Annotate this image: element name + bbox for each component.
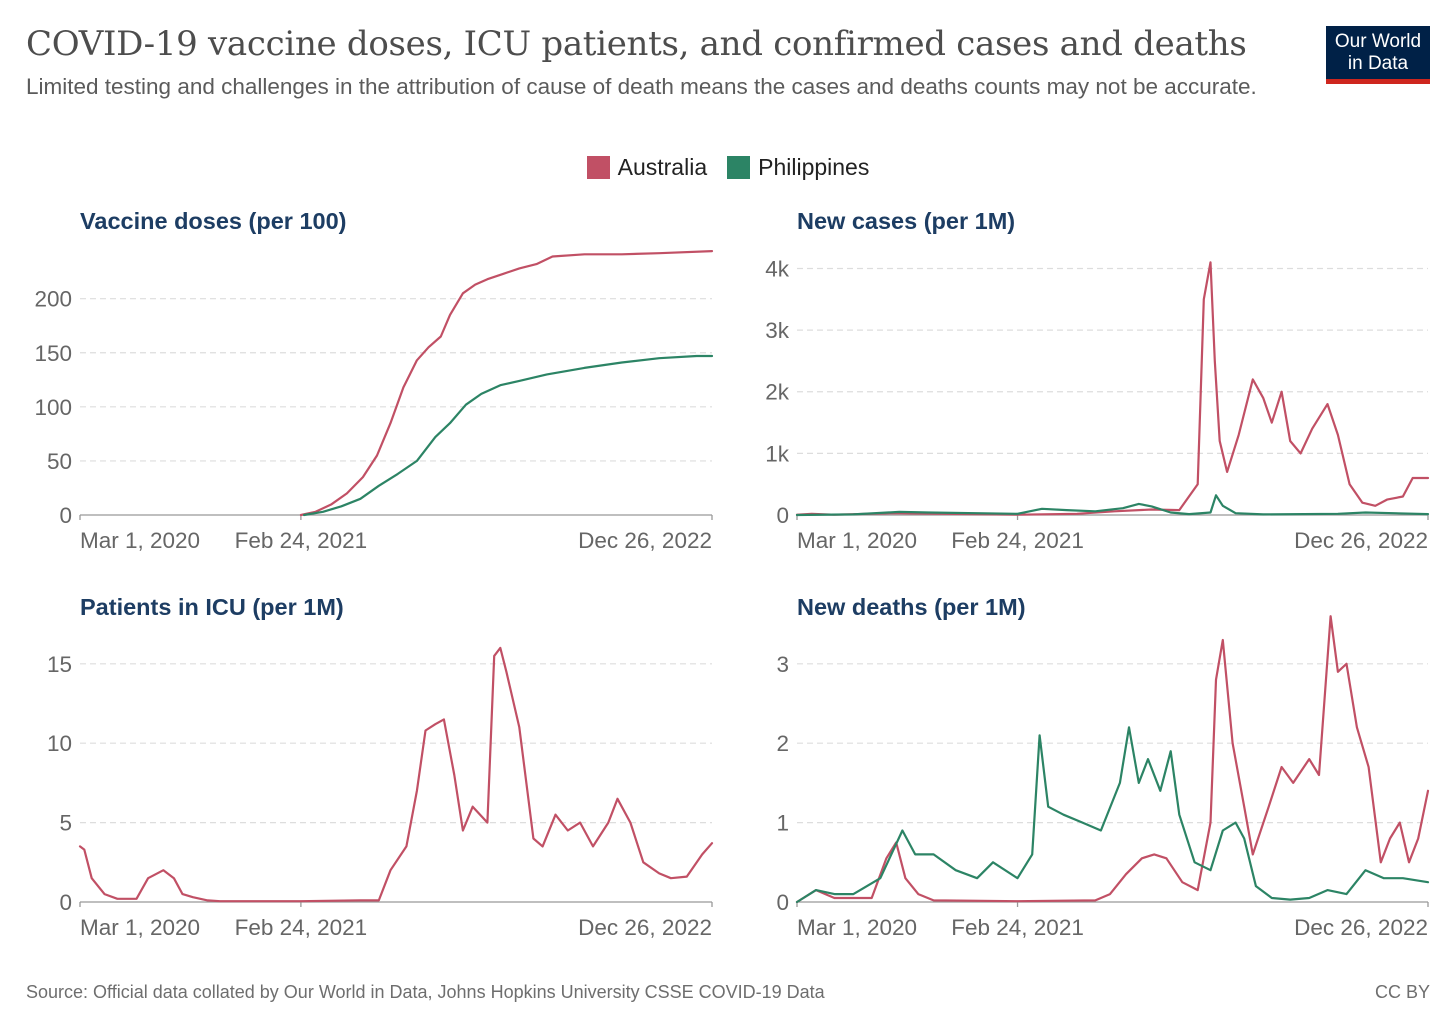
- license-label: CC BY: [1374, 982, 1430, 1002]
- x-tick-label-icu-patients: Mar 1, 2020: [80, 915, 200, 940]
- y-tick-label-new-cases: 3k: [765, 318, 790, 343]
- y-tick-label-new-deaths: 3: [776, 652, 789, 677]
- x-tick-label-vaccine-doses: Dec 26, 2022: [578, 528, 712, 553]
- x-tick-label-new-deaths: Feb 24, 2021: [951, 915, 1084, 940]
- y-tick-label-new-deaths: 2: [776, 731, 789, 756]
- panel-title-new-cases: New cases (per 1M): [797, 208, 1016, 234]
- y-tick-label-vaccine-doses: 200: [34, 287, 72, 312]
- x-tick-label-icu-patients: Dec 26, 2022: [578, 915, 712, 940]
- series-line-australia-icu-patients: [78, 646, 714, 903]
- legend: Australia Philippines: [0, 154, 1456, 181]
- y-tick-label-vaccine-doses: 50: [47, 449, 72, 474]
- series-line-australia-vaccine-doses: [299, 250, 714, 517]
- x-tick-label-new-cases: Dec 26, 2022: [1294, 528, 1428, 553]
- source-note: Source: Official data collated by Our Wo…: [26, 982, 825, 1002]
- chart-subtitle: Limited testing and challenges in the at…: [26, 74, 1257, 99]
- y-tick-label-vaccine-doses: 0: [59, 503, 72, 528]
- x-tick-label-new-deaths: Mar 1, 2020: [797, 915, 917, 940]
- y-tick-label-icu-patients: 10: [47, 731, 72, 756]
- y-tick-label-vaccine-doses: 100: [34, 395, 72, 420]
- x-tick-label-new-deaths: Dec 26, 2022: [1294, 915, 1428, 940]
- y-tick-label-icu-patients: 0: [59, 890, 72, 915]
- legend-label-australia: Australia: [617, 154, 708, 180]
- y-tick-label-new-cases: 0: [776, 503, 789, 528]
- logo-line-2: in Data: [1347, 53, 1409, 74]
- x-tick-label-new-cases: Feb 24, 2021: [951, 528, 1084, 553]
- x-tick-label-vaccine-doses: Mar 1, 2020: [80, 528, 200, 553]
- legend-label-philippines: Philippines: [758, 154, 870, 180]
- y-tick-label-new-deaths: 0: [776, 890, 789, 915]
- owid-logo[interactable]: Our World in Data: [1326, 26, 1430, 84]
- y-tick-label-new-cases: 4k: [765, 256, 790, 281]
- series-line-australia-new-deaths: [795, 615, 1430, 904]
- y-tick-label-new-cases: 1k: [765, 441, 790, 466]
- y-tick-label-icu-patients: 15: [47, 652, 72, 677]
- series-line-australia-new-cases: [795, 261, 1430, 516]
- panel-title-new-deaths: New deaths (per 1M): [797, 594, 1026, 620]
- x-tick-label-icu-patients: Feb 24, 2021: [235, 915, 368, 940]
- y-tick-label-icu-patients: 5: [59, 811, 72, 836]
- x-tick-label-vaccine-doses: Feb 24, 2021: [235, 528, 368, 553]
- series-line-philippines-new-cases: [795, 494, 1430, 517]
- series-line-philippines-vaccine-doses: [302, 354, 714, 517]
- panel-title-vaccine-doses: Vaccine doses (per 100): [80, 208, 347, 234]
- y-tick-label-new-deaths: 1: [776, 811, 789, 836]
- logo-line-1: Our World: [1334, 31, 1422, 52]
- series-line-philippines-new-deaths: [795, 726, 1430, 904]
- legend-swatch-australia: [586, 156, 610, 179]
- chart-title: COVID-19 vaccine doses, ICU patients, an…: [26, 24, 1247, 64]
- y-tick-label-vaccine-doses: 150: [34, 341, 72, 366]
- panel-title-icu-patients: Patients in ICU (per 1M): [80, 594, 344, 620]
- legend-item-australia[interactable]: Australia: [586, 154, 708, 181]
- legend-item-philippines[interactable]: Philippines: [727, 154, 869, 181]
- legend-swatch-philippines: [727, 156, 751, 179]
- x-tick-label-new-cases: Mar 1, 2020: [797, 528, 917, 553]
- y-tick-label-new-cases: 2k: [765, 380, 790, 405]
